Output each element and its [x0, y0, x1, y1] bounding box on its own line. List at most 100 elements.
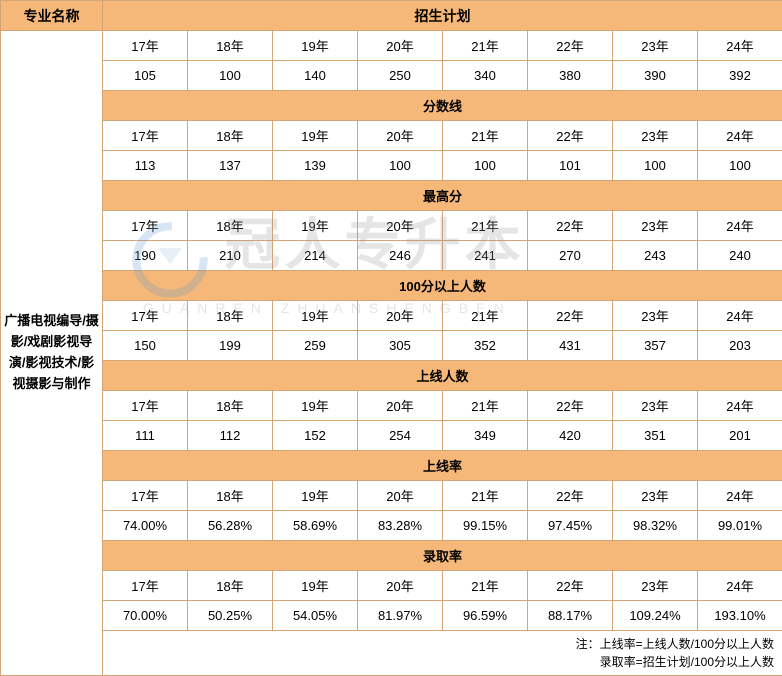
year-cell: 19年 — [273, 121, 358, 151]
value-cell: 243 — [613, 241, 698, 271]
value-cell: 99.01% — [698, 511, 782, 541]
year-cell: 17年 — [103, 31, 188, 61]
year-cell: 21年 — [443, 481, 528, 511]
year-cell: 23年 — [613, 481, 698, 511]
year-cell: 21年 — [443, 211, 528, 241]
year-cell: 17年 — [103, 391, 188, 421]
value-cell: 152 — [273, 421, 358, 451]
year-cell: 18年 — [188, 391, 273, 421]
value-cell: 97.45% — [528, 511, 613, 541]
year-cell: 18年 — [188, 301, 273, 331]
value-cell: 109.24% — [613, 601, 698, 631]
section-header-admission_rate: 录取率 — [103, 541, 782, 571]
value-cell: 83.28% — [358, 511, 443, 541]
year-cell: 19年 — [273, 391, 358, 421]
section-header-online_count: 上线人数 — [103, 361, 782, 391]
value-cell: 140 — [273, 61, 358, 91]
value-cell: 259 — [273, 331, 358, 361]
value-cell: 349 — [443, 421, 528, 451]
year-cell: 23年 — [613, 31, 698, 61]
year-cell: 22年 — [528, 31, 613, 61]
value-cell: 105 — [103, 61, 188, 91]
year-cell: 24年 — [698, 211, 782, 241]
value-cell: 98.32% — [613, 511, 698, 541]
data-table: 专业名称招生计划广播电视编导/摄影/戏剧影视导演/影视技术/影视摄影与制作17年… — [0, 0, 782, 676]
value-cell: 100 — [698, 151, 782, 181]
year-cell: 22年 — [528, 211, 613, 241]
year-cell: 20年 — [358, 481, 443, 511]
value-cell: 380 — [528, 61, 613, 91]
value-cell: 420 — [528, 421, 613, 451]
section-header-online_rate: 上线率 — [103, 451, 782, 481]
notes-cell: 注：上线率=上线人数/100分以上人数录取率=招生计划/100分以上人数 — [103, 631, 782, 676]
value-cell: 139 — [273, 151, 358, 181]
year-cell: 23年 — [613, 571, 698, 601]
year-cell: 24年 — [698, 481, 782, 511]
year-cell: 17年 — [103, 301, 188, 331]
year-cell: 18年 — [188, 571, 273, 601]
value-cell: 340 — [443, 61, 528, 91]
year-cell: 17年 — [103, 571, 188, 601]
year-cell: 22年 — [528, 571, 613, 601]
year-cell: 19年 — [273, 481, 358, 511]
year-cell: 24年 — [698, 301, 782, 331]
value-cell: 246 — [358, 241, 443, 271]
year-cell: 23年 — [613, 211, 698, 241]
value-cell: 113 — [103, 151, 188, 181]
year-cell: 19年 — [273, 31, 358, 61]
year-cell: 20年 — [358, 31, 443, 61]
year-cell: 19年 — [273, 301, 358, 331]
value-cell: 431 — [528, 331, 613, 361]
value-cell: 137 — [188, 151, 273, 181]
year-cell: 22年 — [528, 121, 613, 151]
year-cell: 22年 — [528, 301, 613, 331]
year-cell: 21年 — [443, 571, 528, 601]
value-cell: 96.59% — [443, 601, 528, 631]
value-cell: 54.05% — [273, 601, 358, 631]
value-cell: 201 — [698, 421, 782, 451]
year-cell: 17年 — [103, 481, 188, 511]
year-cell: 17年 — [103, 121, 188, 151]
year-cell: 18年 — [188, 31, 273, 61]
value-cell: 250 — [358, 61, 443, 91]
section-header-above_100: 100分以上人数 — [103, 271, 782, 301]
value-cell: 100 — [188, 61, 273, 91]
value-cell: 190 — [103, 241, 188, 271]
header-major-name: 专业名称 — [1, 1, 103, 31]
year-cell: 22年 — [528, 391, 613, 421]
year-cell: 21年 — [443, 301, 528, 331]
year-cell: 19年 — [273, 211, 358, 241]
year-cell: 22年 — [528, 481, 613, 511]
year-cell: 18年 — [188, 121, 273, 151]
value-cell: 58.69% — [273, 511, 358, 541]
value-cell: 50.25% — [188, 601, 273, 631]
value-cell: 111 — [103, 421, 188, 451]
year-cell: 24年 — [698, 571, 782, 601]
year-cell: 23年 — [613, 301, 698, 331]
year-cell: 21年 — [443, 391, 528, 421]
value-cell: 392 — [698, 61, 782, 91]
value-cell: 81.97% — [358, 601, 443, 631]
year-cell: 20年 — [358, 211, 443, 241]
value-cell: 240 — [698, 241, 782, 271]
value-cell: 56.28% — [188, 511, 273, 541]
year-cell: 17年 — [103, 211, 188, 241]
value-cell: 352 — [443, 331, 528, 361]
value-cell: 112 — [188, 421, 273, 451]
value-cell: 270 — [528, 241, 613, 271]
value-cell: 99.15% — [443, 511, 528, 541]
year-cell: 18年 — [188, 211, 273, 241]
value-cell: 100 — [443, 151, 528, 181]
year-cell: 23年 — [613, 121, 698, 151]
value-cell: 241 — [443, 241, 528, 271]
value-cell: 254 — [358, 421, 443, 451]
year-cell: 21年 — [443, 121, 528, 151]
year-cell: 20年 — [358, 571, 443, 601]
section-header-highest_score: 最高分 — [103, 181, 782, 211]
year-cell: 20年 — [358, 301, 443, 331]
value-cell: 210 — [188, 241, 273, 271]
value-cell: 351 — [613, 421, 698, 451]
value-cell: 390 — [613, 61, 698, 91]
value-cell: 100 — [358, 151, 443, 181]
year-cell: 23年 — [613, 391, 698, 421]
